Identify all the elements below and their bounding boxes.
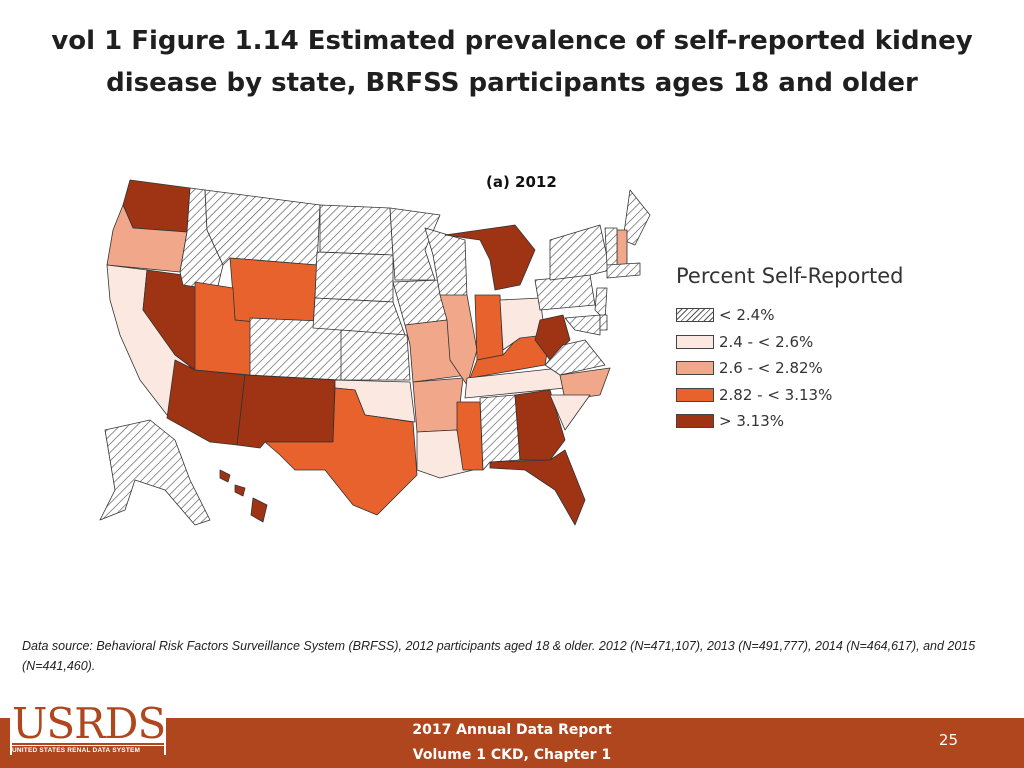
footer-bar: 2017 Annual Data Report Volume 1 CKD, Ch… (0, 718, 1024, 768)
legend-swatch (676, 308, 714, 323)
legend-label: 2.4 - < 2.6% (719, 332, 814, 351)
state-alaska (99, 419, 211, 526)
legend-swatch (676, 334, 714, 349)
panel-label: (a) 2012 (486, 173, 557, 191)
state-hawaii (219, 469, 268, 523)
state-arkansas (412, 377, 464, 433)
report-title: 2017 Annual Data Report (412, 722, 612, 738)
map-legend: Percent Self-Reported < 2.4% 2.4 - < 2.6%… (676, 264, 903, 435)
legend-label: 2.82 - < 3.13% (719, 385, 833, 404)
legend-label: > 3.13% (719, 412, 784, 431)
state-south-dakota (314, 251, 394, 303)
state-new-mexico (236, 374, 336, 449)
report-volume: Volume 1 CKD, Chapter 1 (412, 747, 612, 763)
state-maryland (564, 314, 601, 336)
logo-divider (12, 743, 164, 745)
legend-item: < 2.4% (676, 302, 903, 329)
us-choropleth-map (99, 179, 651, 526)
legend-title: Percent Self-Reported (676, 264, 904, 288)
legend-swatch (676, 361, 714, 376)
state-montana (204, 189, 321, 266)
state-new-hampshire (616, 229, 628, 266)
legend-item: > 3.13% (676, 408, 903, 435)
state-indiana (474, 294, 504, 361)
state-maine (622, 189, 651, 246)
state-kansas (340, 329, 411, 381)
legend-swatch (676, 387, 714, 402)
state-washington (122, 179, 191, 233)
title-line-1: vol 1 Figure 1.14 Estimated prevalence o… (51, 26, 973, 56)
logo-subtext: UNITED STATES RENAL DATA SYSTEM (12, 746, 164, 755)
title-line-2: disease by state, BRFSS participants age… (106, 68, 918, 98)
legend-item: 2.4 - < 2.6% (676, 329, 903, 356)
page-number: 25 (938, 731, 958, 749)
logo-wordmark: USRDS (12, 699, 166, 748)
state-vermont (604, 227, 618, 266)
state-mississippi (456, 401, 484, 471)
state-florida (489, 449, 586, 526)
legend-label: 2.6 - < 2.82% (719, 359, 823, 378)
state-texas (264, 387, 418, 516)
state-alabama (479, 394, 521, 471)
state-wyoming (229, 257, 318, 329)
state-delaware (599, 314, 608, 331)
legend-swatch (676, 414, 714, 429)
state-north-dakota (319, 204, 394, 256)
state-massachusetts (606, 262, 641, 279)
state-ohio (499, 297, 546, 351)
usrds-logo: USRDS UNITED STATES RENAL DATA SYSTEM (10, 699, 166, 755)
state-virginia (544, 339, 606, 376)
state-south-carolina (549, 394, 591, 431)
page-title: vol 1 Figure 1.14 Estimated prevalence o… (40, 20, 984, 104)
legend-item: 2.82 - < 3.13% (676, 382, 903, 409)
state-michigan (444, 224, 536, 291)
data-source-note: Data source: Behavioral Risk Factors Sur… (22, 639, 976, 673)
footer-report-info: 2017 Annual Data Report Volume 1 CKD, Ch… (380, 718, 644, 768)
state-georgia (514, 389, 566, 461)
state-new-york (549, 224, 611, 281)
state-north-carolina (559, 367, 611, 401)
state-pennsylvania (534, 274, 596, 311)
legend-label: < 2.4% (719, 306, 775, 325)
legend-item: 2.6 - < 2.82% (676, 355, 903, 382)
